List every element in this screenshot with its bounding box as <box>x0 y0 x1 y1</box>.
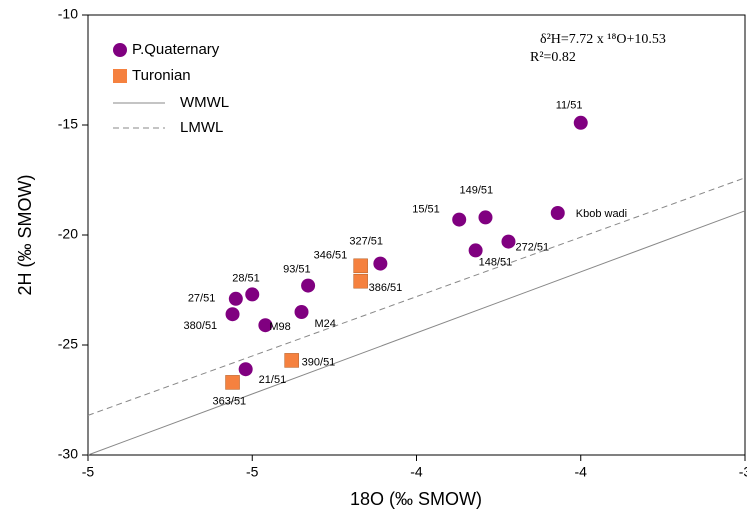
point <box>294 305 309 319</box>
point <box>501 234 516 249</box>
legend-marker <box>113 43 127 57</box>
legend-marker <box>113 69 127 83</box>
equation: δ²H=7.72 x ¹⁸O+10.53 <box>540 32 666 47</box>
legend-label: P.Quaternary <box>132 41 220 58</box>
point <box>228 291 243 306</box>
point-label: 11/51 <box>556 100 583 112</box>
reference-line <box>87 210 746 456</box>
point-label: 149/51 <box>459 184 493 196</box>
point-label: 363/51 <box>213 395 247 407</box>
point-label: 93/51 <box>283 264 311 276</box>
point <box>284 353 299 368</box>
point-label: 272/51 <box>515 242 549 254</box>
point-label: 386/51 <box>369 282 403 294</box>
point <box>225 375 240 390</box>
point <box>573 115 588 130</box>
point-label: 21/51 <box>259 374 287 386</box>
point-label: 148/51 <box>479 256 513 268</box>
point-label: 27/51 <box>188 293 216 305</box>
y-tick-label: -25 <box>58 336 78 352</box>
x-axis-title: 18O (‰ SMOW) <box>350 489 482 509</box>
x-tick-label: -4 <box>575 464 588 480</box>
point <box>452 212 467 227</box>
x-tick-label: -3 <box>739 464 747 480</box>
point <box>478 210 493 225</box>
x-tick-label: -4 <box>410 464 423 480</box>
point <box>245 287 260 302</box>
point <box>468 243 483 258</box>
point <box>258 318 273 333</box>
point-label: 380/51 <box>184 320 218 332</box>
legend-label: LMWL <box>180 119 223 136</box>
point-label: 327/51 <box>349 236 383 248</box>
point <box>301 278 316 293</box>
point <box>353 258 368 274</box>
y-tick-label: -30 <box>58 446 78 462</box>
reference-line <box>87 177 746 416</box>
point <box>550 206 565 220</box>
point-label: 28/51 <box>232 272 260 284</box>
x-tick-label: -5 <box>246 464 259 480</box>
point-label: 346/51 <box>314 250 348 262</box>
legend-label: WMWL <box>180 94 229 111</box>
point-label: M24 <box>315 318 336 330</box>
y-axis-title: 2H (‰ SMOW) <box>15 175 35 296</box>
point-label: 390/51 <box>302 356 336 368</box>
point-label: M98 <box>269 321 290 333</box>
point-label: Kbob wadi <box>576 208 627 220</box>
point-label: 15/51 <box>412 204 440 216</box>
point <box>373 256 388 271</box>
y-tick-label: -15 <box>58 116 78 132</box>
y-tick-label: -10 <box>58 6 78 22</box>
x-tick-label: -5 <box>82 464 95 480</box>
point <box>353 273 368 289</box>
r-squared: R²=0.82 <box>530 50 576 65</box>
legend-label: Turonian <box>132 67 191 84</box>
point <box>238 362 253 377</box>
y-tick-label: -20 <box>58 226 78 242</box>
point <box>225 307 240 322</box>
